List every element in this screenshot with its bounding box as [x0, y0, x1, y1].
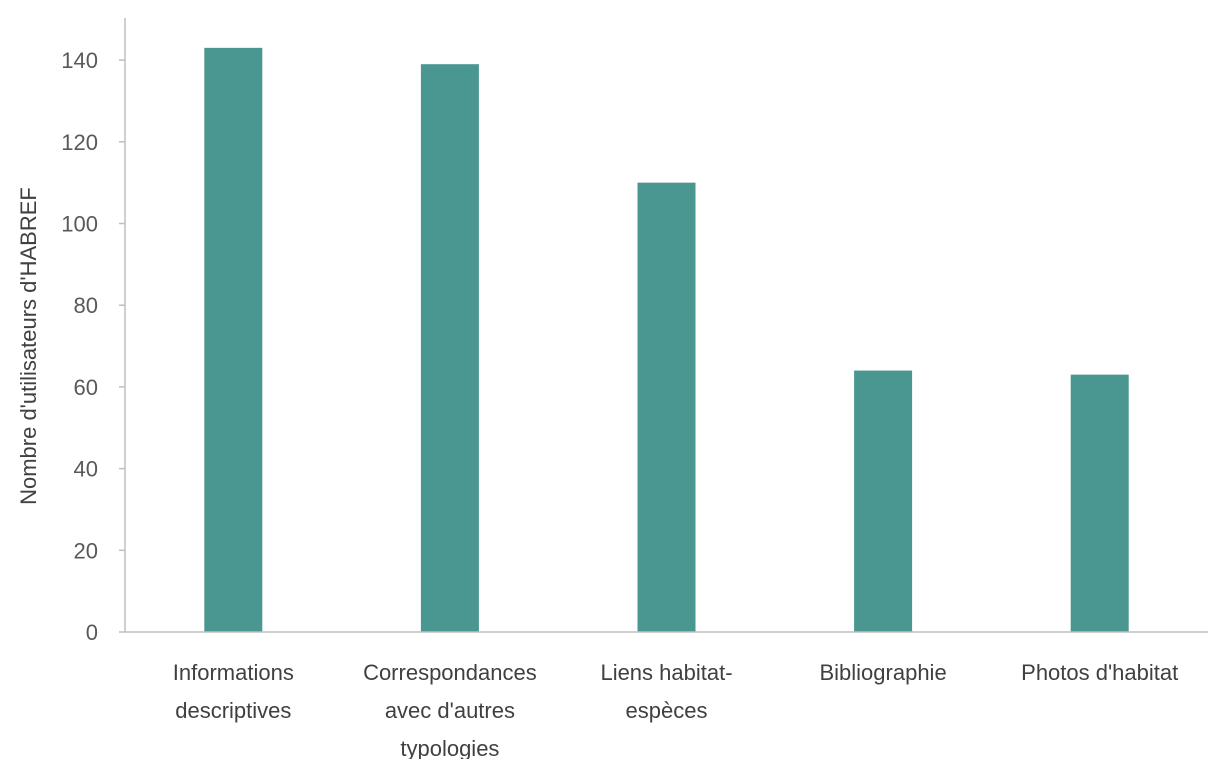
- y-tick-label: 20: [74, 538, 98, 563]
- bars: [204, 47, 1129, 633]
- x-category-label: Informations descriptives: [173, 660, 294, 723]
- x-axis-labels: Informations descriptives Correspondances a…: [173, 660, 1178, 759]
- bar: [420, 64, 479, 632]
- x-category-label: Correspondances avec d'autres typologies: [363, 660, 537, 759]
- x-category-label: Bibliographie: [819, 660, 946, 685]
- y-tick-label: 100: [61, 212, 98, 237]
- x-category-label: Liens habitat-espèces: [600, 660, 732, 723]
- bar: [854, 370, 913, 632]
- y-tick-label: 140: [61, 48, 98, 73]
- y-tick-label: 120: [61, 130, 98, 155]
- y-axis-title: Nombre d'utilisateurs d'HABREF: [16, 187, 41, 505]
- bar: [1070, 374, 1129, 632]
- x-category-label: Photos d'habitat: [1021, 660, 1178, 685]
- bar: [637, 182, 696, 632]
- y-axis-ticks: 0 20 40 60 80 100 120 140: [61, 48, 125, 645]
- y-tick-label: 0: [86, 620, 98, 645]
- y-tick-label: 80: [74, 293, 98, 318]
- y-tick-label: 60: [74, 375, 98, 400]
- y-tick-label: 40: [74, 457, 98, 482]
- bar: [204, 47, 263, 633]
